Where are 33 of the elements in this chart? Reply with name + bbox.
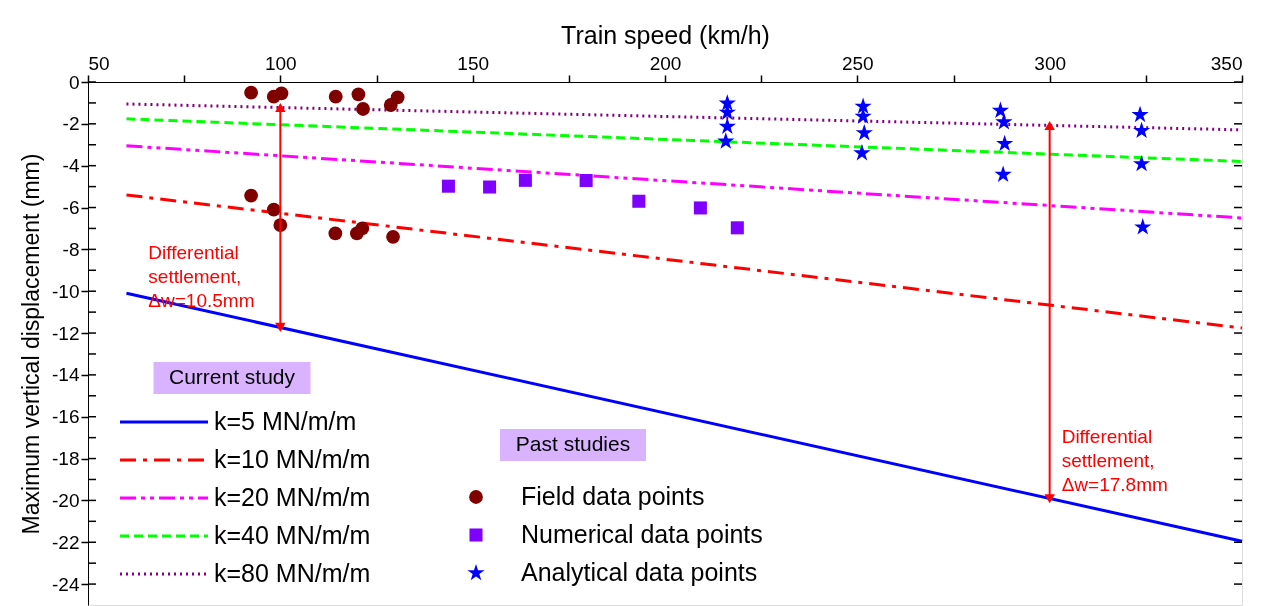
- y-tick-label: -20: [52, 489, 80, 511]
- y-tick-label: -6: [62, 197, 80, 219]
- legend-label: k=80 MN/m/m: [214, 559, 371, 587]
- y-tick-label: -18: [52, 448, 80, 470]
- legend-label: k=20 MN/m/m: [214, 483, 371, 511]
- y-tick-label: -22: [52, 531, 80, 553]
- annotation: Current study: [168, 365, 296, 388]
- y-tick-label: -4: [62, 155, 80, 177]
- x-tick-label: 150: [457, 52, 490, 74]
- legend-label: k=40 MN/m/m: [214, 521, 371, 549]
- y-tick-label: -12: [52, 322, 80, 344]
- legend-label: k=5 MN/m/m: [214, 407, 357, 435]
- y-tick-label: -24: [52, 573, 80, 595]
- y-tick-label: -14: [52, 364, 80, 386]
- annotation: Past studies: [515, 432, 631, 455]
- legend-label: Numerical data points: [521, 520, 763, 548]
- x-tick-label: 300: [1034, 52, 1067, 74]
- y-tick-label: 0: [68, 71, 80, 93]
- legend-label: Field data points: [521, 482, 705, 510]
- y-tick-label: -10: [52, 280, 80, 302]
- y-tick-label: -2: [62, 113, 80, 135]
- annotation: Differential settlement, Δw=17.8mm: [1061, 425, 1168, 495]
- x-tick-label: 250: [841, 52, 874, 74]
- legend-label: Analytical data points: [521, 558, 758, 586]
- x-tick-label: 350: [1210, 52, 1243, 74]
- x-axis-title: Train speed (km/h): [561, 20, 770, 49]
- x-tick-label: 50: [88, 52, 110, 74]
- x-tick-label: 100: [264, 52, 297, 74]
- y-tick-label: -16: [52, 406, 80, 428]
- y-tick-label: -8: [62, 238, 80, 260]
- x-tick-label: 200: [649, 52, 682, 74]
- legend-label: k=10 MN/m/m: [214, 445, 371, 473]
- y-axis-title: Maximum vertical displacement (mm): [18, 153, 45, 535]
